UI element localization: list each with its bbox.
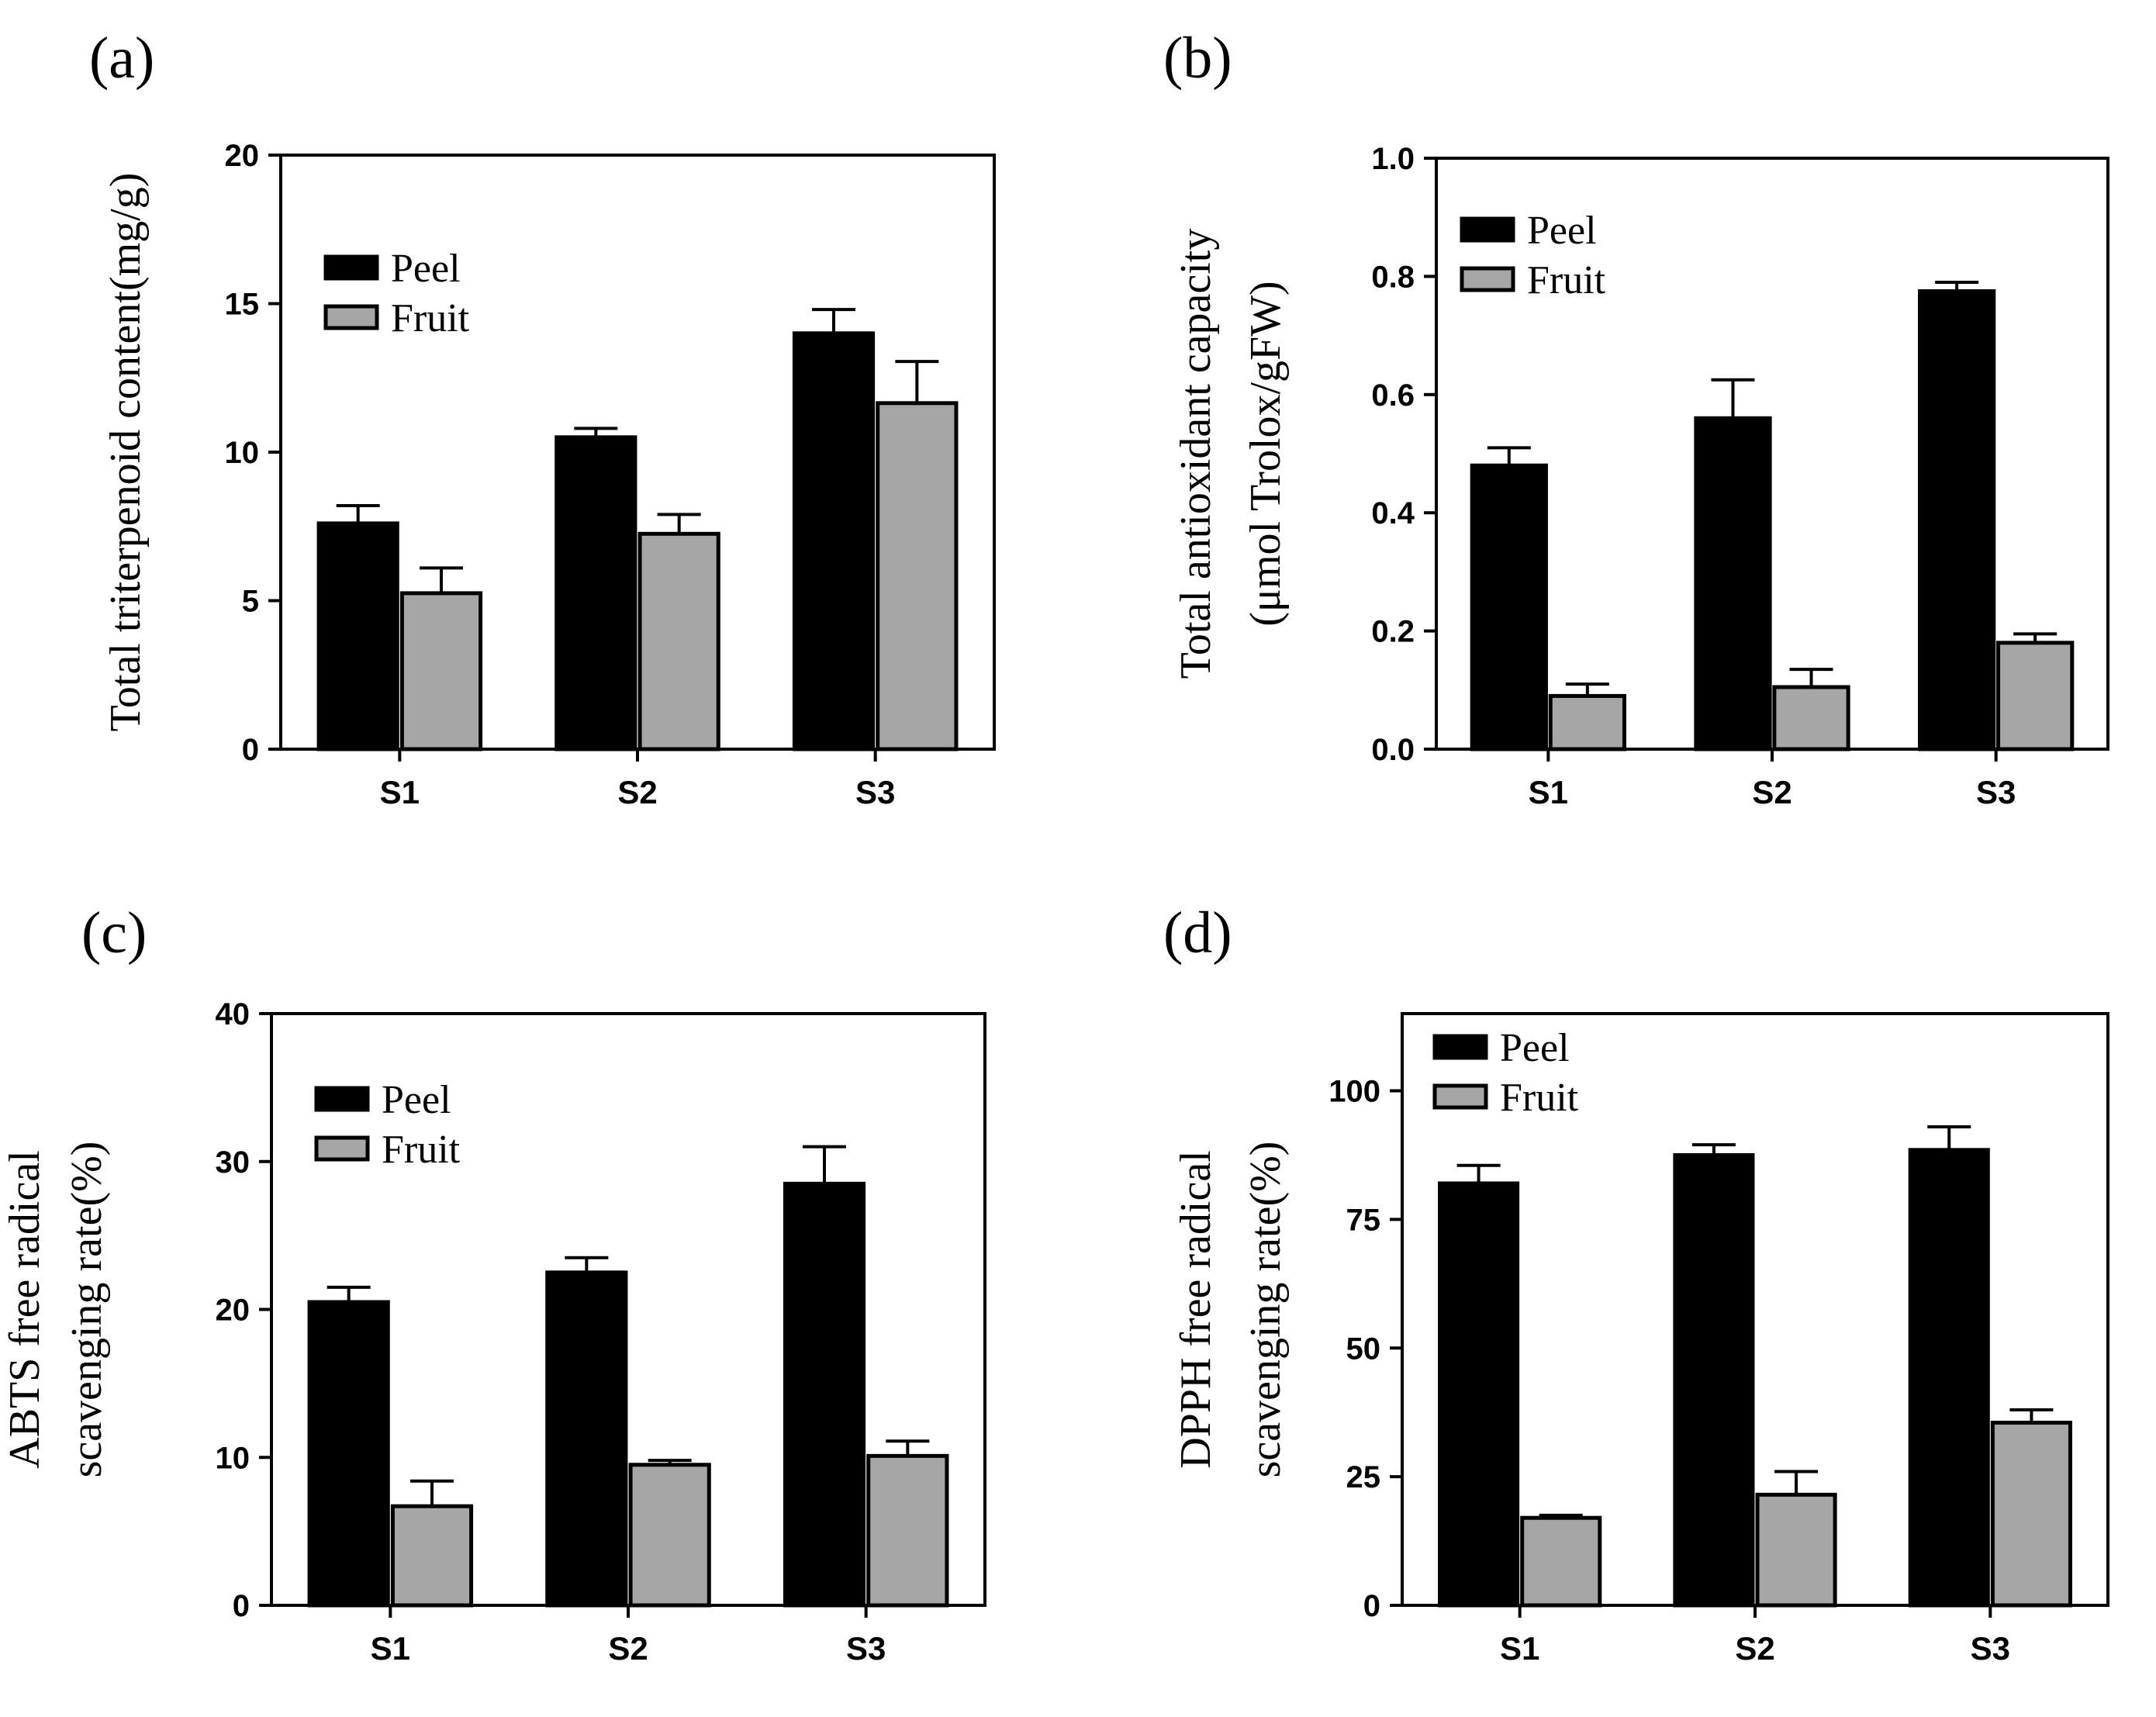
legend-swatch-peel xyxy=(323,254,379,281)
legend-swatch-fruit xyxy=(1460,266,1515,292)
bar-peel-s2 xyxy=(555,435,637,751)
legend-swatch-peel xyxy=(314,1086,370,1112)
category-label: S3 xyxy=(846,1630,886,1667)
category-label: S3 xyxy=(855,774,895,810)
bar-fruit-s2 xyxy=(628,1463,711,1608)
category-label: S1 xyxy=(371,1630,410,1667)
bar-peel-s3 xyxy=(1918,288,1996,751)
legend-swatch-peel xyxy=(1432,1034,1488,1060)
category-label: S2 xyxy=(1735,1630,1774,1667)
legend-label-fruit: Fruit xyxy=(1500,1076,1579,1120)
plot-frame xyxy=(1435,157,2109,751)
legend-label-peel: Peel xyxy=(1500,1026,1570,1070)
y-tick-label: 0 xyxy=(242,733,259,767)
bar-fruit-s1 xyxy=(399,591,483,751)
chart-panel-0: (a) Total triterpenoid content(mg/g) 0 5 10 1… xyxy=(89,26,996,810)
bar-fruit-s3 xyxy=(866,1453,949,1608)
y-tick-label: 30 xyxy=(216,1145,250,1180)
legend-swatch-fruit xyxy=(323,304,379,330)
chart-panel-1: (b) Total antioxidant capacity (μmol Trolo… xyxy=(1163,26,2109,810)
legend-label-fruit: Fruit xyxy=(382,1128,461,1172)
bar-fruit-s1 xyxy=(390,1504,474,1608)
bar-peel-s2 xyxy=(1673,1152,1755,1608)
legend-swatch-peel xyxy=(1460,216,1515,243)
y-tick-label: 15 xyxy=(225,288,260,322)
y-tick-label: 75 xyxy=(1346,1203,1381,1237)
bar-peel-s2 xyxy=(545,1270,628,1608)
category-label: S2 xyxy=(608,1630,648,1667)
chart-panel-3: (d) DPPH free radical scavenging rate(%) 0 2… xyxy=(1163,900,2109,1667)
y-tick-label: 0.0 xyxy=(1371,733,1415,767)
plot-frame xyxy=(279,154,996,751)
y-tick-label: 20 xyxy=(216,1294,250,1328)
y-axis-label: (μmol Trolox/gFW) xyxy=(1242,281,1290,626)
y-tick-label: 0.6 xyxy=(1371,378,1415,413)
y-axis-label: DPPH free radical xyxy=(1172,1150,1220,1469)
bar-fruit-s2 xyxy=(637,531,720,751)
y-axis-label: scavenging rate(%) xyxy=(1242,1142,1290,1478)
y-tick-label: 0 xyxy=(233,1589,250,1623)
y-tick-label: 0.8 xyxy=(1371,260,1415,294)
bar-fruit-s3 xyxy=(1996,641,2075,751)
y-axis-label: Total triterpenoid content(mg/g) xyxy=(102,173,150,732)
y-axis-label: scavenging rate(%) xyxy=(63,1142,111,1478)
y-axis-label: ABTS free radical xyxy=(1,1150,49,1468)
bar-fruit-s1 xyxy=(1520,1515,1602,1608)
bar-peel-s3 xyxy=(792,331,876,751)
y-axis-label: Total antioxidant capacity xyxy=(1172,229,1220,679)
legend-swatch-fruit xyxy=(314,1135,370,1162)
y-tick-label: 0 xyxy=(1363,1589,1380,1623)
panel-label: (b) xyxy=(1163,26,1232,91)
category-label: S2 xyxy=(617,774,657,810)
bar-peel-s3 xyxy=(1908,1148,1990,1608)
category-label: S3 xyxy=(1976,774,2016,810)
legend-swatch-fruit xyxy=(1432,1083,1488,1110)
legend-label-fruit: Fruit xyxy=(1527,258,1606,302)
legend-label-fruit: Fruit xyxy=(391,296,470,340)
bar-peel-s1 xyxy=(1470,463,1548,751)
y-tick-label: 25 xyxy=(1346,1460,1381,1494)
y-tick-label: 10 xyxy=(216,1441,250,1475)
y-tick-label: 10 xyxy=(225,436,260,470)
bar-peel-s3 xyxy=(783,1181,866,1608)
bar-fruit-s2 xyxy=(1755,1492,1837,1608)
bar-fruit-s2 xyxy=(1772,685,1850,751)
panel-label: (a) xyxy=(89,26,154,91)
y-tick-label: 0.4 xyxy=(1371,496,1415,530)
y-tick-label: 1.0 xyxy=(1371,142,1415,176)
bar-fruit-s1 xyxy=(1548,693,1626,751)
plot-frame xyxy=(270,1012,986,1607)
y-tick-label: 20 xyxy=(225,139,260,173)
category-label: S1 xyxy=(1500,1630,1539,1667)
legend-label-peel: Peel xyxy=(382,1078,451,1122)
plot-frame xyxy=(1401,1012,2109,1607)
bar-peel-s2 xyxy=(1694,416,1772,751)
bar-fruit-s3 xyxy=(1990,1420,2072,1608)
bar-peel-s1 xyxy=(1438,1181,1520,1608)
y-tick-label: 5 xyxy=(242,585,259,619)
category-label: S1 xyxy=(1529,774,1568,810)
y-tick-label: 40 xyxy=(216,997,250,1031)
legend-label-peel: Peel xyxy=(391,247,461,291)
category-label: S3 xyxy=(1971,1630,2010,1667)
panel-label: (d) xyxy=(1163,900,1232,966)
bar-peel-s1 xyxy=(316,521,399,751)
y-tick-label: 100 xyxy=(1328,1075,1380,1109)
y-tick-label: 50 xyxy=(1346,1332,1381,1366)
y-tick-label: 0.2 xyxy=(1371,615,1415,649)
bar-peel-s1 xyxy=(307,1300,390,1608)
bar-fruit-s3 xyxy=(876,401,959,751)
category-label: S1 xyxy=(380,774,420,810)
legend-label-peel: Peel xyxy=(1527,209,1597,253)
chart-panel-2: (c) ABTS free radical scavenging rate(%) 0 1… xyxy=(1,900,986,1667)
category-label: S2 xyxy=(1752,774,1791,810)
panel-label: (c) xyxy=(81,900,147,966)
